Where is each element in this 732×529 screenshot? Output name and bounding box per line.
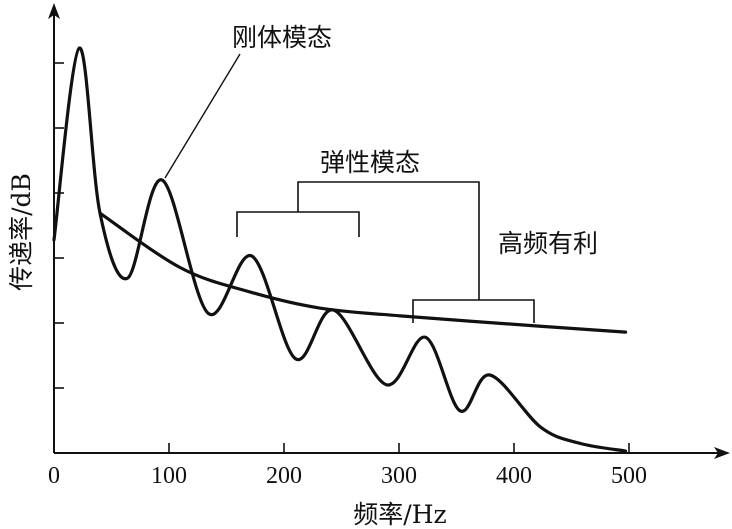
x-axis-title: 频率/Hz — [353, 500, 446, 529]
y-axis-arrow — [48, 3, 60, 19]
y-axis-title: 传递率/dB — [7, 173, 36, 291]
smooth-decay-curve — [98, 211, 628, 334]
bracket-left — [236, 211, 360, 237]
x-tick-label: 300 — [381, 463, 417, 489]
annotation-elastic-mode: 弹性模态 — [320, 148, 420, 177]
bracket-right — [412, 299, 535, 323]
annotation-rigid-mode: 刚体模态 — [232, 23, 332, 52]
x-tick-label: 100 — [151, 463, 187, 489]
annotation-high-frequency: 高频有利 — [498, 229, 598, 258]
elastic-mode-brackets — [236, 181, 535, 323]
bracket-top — [297, 181, 480, 300]
x-axis-arrow — [714, 447, 730, 459]
x-tick-label: 500 — [611, 463, 647, 489]
axes — [48, 3, 730, 459]
resonance-curve — [52, 46, 628, 453]
rigid-mode-leader-line — [164, 53, 241, 179]
x-tick-label: 0 — [48, 463, 60, 489]
x-tick-label: 200 — [266, 463, 302, 489]
x-tick-label: 400 — [496, 463, 532, 489]
